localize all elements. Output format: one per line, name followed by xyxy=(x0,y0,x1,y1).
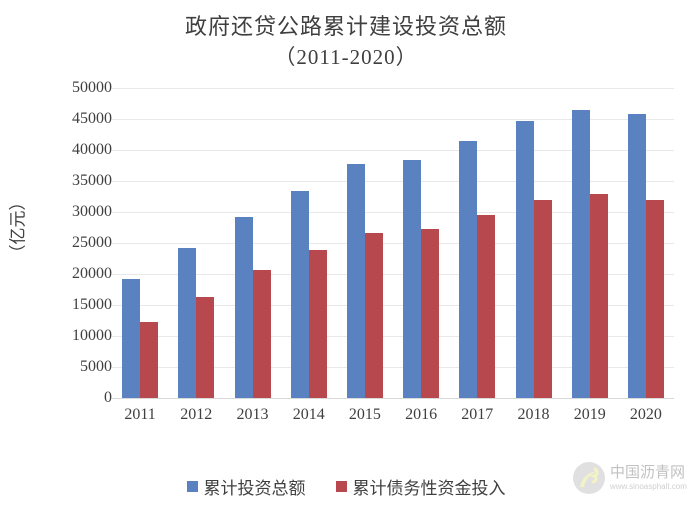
x-axis-tick-label: 2016 xyxy=(405,406,438,423)
bar[interactable] xyxy=(290,190,309,398)
gridline xyxy=(112,336,674,337)
y-axis-tick-label: 50000 xyxy=(72,79,112,96)
bar[interactable] xyxy=(645,200,664,398)
x-axis-tick-label: 2014 xyxy=(292,406,325,423)
bar[interactable] xyxy=(459,140,478,398)
watermark-site-name: 中国沥青网 xyxy=(610,464,686,481)
gridline xyxy=(112,88,674,89)
gridline xyxy=(112,212,674,213)
bar-group xyxy=(459,88,496,398)
watermark-text: 中国沥青网 www.sinoasphalt.com xyxy=(610,465,687,491)
gridline xyxy=(112,243,674,244)
bar[interactable] xyxy=(533,200,552,398)
y-axis-tick-label: 10000 xyxy=(72,327,112,344)
bar[interactable] xyxy=(627,114,646,398)
sinoasphalt-logo-icon xyxy=(573,462,605,494)
x-axis-tick-label: 2012 xyxy=(180,406,213,423)
y-axis-tick-label: 40000 xyxy=(72,141,112,158)
chart-legend: 累计投资总额 累计债务性资金投入 xyxy=(0,474,692,499)
x-axis-tick-label: 2013 xyxy=(236,406,269,423)
y-axis-tick-label: 15000 xyxy=(72,296,112,313)
bar-group xyxy=(178,88,215,398)
bar[interactable] xyxy=(122,278,141,398)
bar-group xyxy=(234,88,271,398)
chart-title: 政府还贷公路累计建设投资总额 （2011-2020） xyxy=(0,12,692,72)
legend-label: 累计投资总额 xyxy=(203,479,306,498)
bar[interactable] xyxy=(252,269,271,398)
bar-group xyxy=(346,88,383,398)
bar-group xyxy=(571,88,608,398)
chart-title-main: 政府还贷公路累计建设投资总额 xyxy=(184,14,507,39)
x-axis-tick-label: 2020 xyxy=(629,406,662,423)
legend-label: 累计债务性资金投入 xyxy=(352,479,506,498)
x-axis-tick-label: 2019 xyxy=(573,406,606,423)
bar-group xyxy=(403,88,440,398)
gridline xyxy=(112,119,674,120)
bar[interactable] xyxy=(364,233,383,398)
bar-group xyxy=(290,88,327,398)
y-axis-tick-label: 30000 xyxy=(72,203,112,220)
gridline xyxy=(112,398,674,399)
gridline xyxy=(112,367,674,368)
gridline xyxy=(112,150,674,151)
bar[interactable] xyxy=(346,164,365,398)
legend-swatch-icon xyxy=(335,481,347,492)
x-axis-tick-label: 2018 xyxy=(517,406,550,423)
bar[interactable] xyxy=(421,228,440,398)
bar-group xyxy=(627,88,664,398)
bar[interactable] xyxy=(403,159,422,398)
x-axis-tick-label: 2011 xyxy=(124,406,156,423)
gridline xyxy=(112,181,674,182)
x-axis-tick-label: 2015 xyxy=(348,406,381,423)
bar[interactable] xyxy=(589,194,608,398)
bar[interactable] xyxy=(477,215,496,398)
y-axis-tick-label: 0 xyxy=(104,389,112,406)
bar-group xyxy=(515,88,552,398)
y-axis-tick-label: 45000 xyxy=(72,110,112,127)
chart-title-subtitle: （2011-2020） xyxy=(274,45,418,69)
y-axis-tick-label: 25000 xyxy=(72,234,112,251)
legend-item[interactable]: 累计债务性资金投入 xyxy=(335,474,506,499)
bar-group xyxy=(122,88,159,398)
plot-area xyxy=(112,88,674,399)
y-axis-tick-label: 20000 xyxy=(72,265,112,282)
gridline xyxy=(112,305,674,306)
watermark: 中国沥青网 www.sinoasphalt.com xyxy=(572,458,688,498)
legend-swatch-icon xyxy=(186,481,198,492)
watermark-site-url: www.sinoasphalt.com xyxy=(610,482,687,491)
bar[interactable] xyxy=(571,109,590,398)
x-axis-tick-label: 2017 xyxy=(461,406,494,423)
bar[interactable] xyxy=(196,296,215,398)
bar[interactable] xyxy=(515,120,534,398)
gridline xyxy=(112,274,674,275)
bar[interactable] xyxy=(140,322,159,398)
y-axis-title: （亿元） xyxy=(8,193,28,262)
y-axis-tick-label: 5000 xyxy=(80,358,112,375)
y-axis-tick-label: 35000 xyxy=(72,172,112,189)
bar[interactable] xyxy=(178,247,197,398)
legend-item[interactable]: 累计投资总额 xyxy=(186,474,306,499)
bar[interactable] xyxy=(308,249,327,398)
bar[interactable] xyxy=(234,216,253,398)
